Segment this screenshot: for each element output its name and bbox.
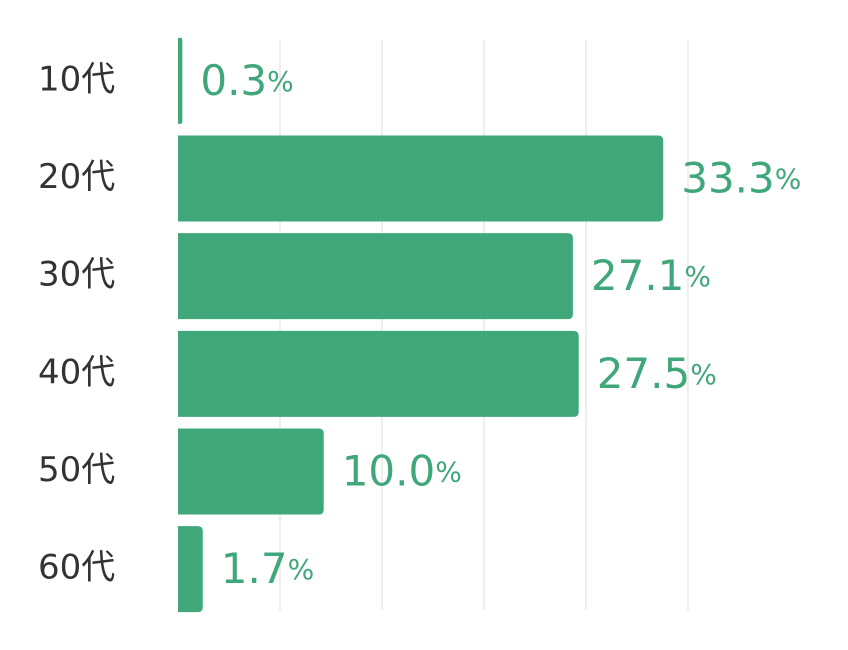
category-label: 10代 [38,59,115,99]
category-label: 40代 [38,352,115,392]
bar [178,330,579,417]
value-label: 33.3% [681,153,801,202]
bar [178,135,664,222]
category-label: 30代 [38,255,115,295]
bar [178,37,183,124]
bar [178,428,324,515]
value-label: 10.0% [342,446,462,495]
bar [178,233,573,320]
category-label: 20代 [38,157,115,197]
value-label: 27.1% [591,251,711,300]
value-label: 1.7% [221,544,314,593]
value-label: 0.3% [200,55,293,104]
category-label: 50代 [38,450,115,490]
value-label: 27.5% [597,348,717,397]
bar [178,526,203,613]
category-label: 60代 [38,548,115,588]
